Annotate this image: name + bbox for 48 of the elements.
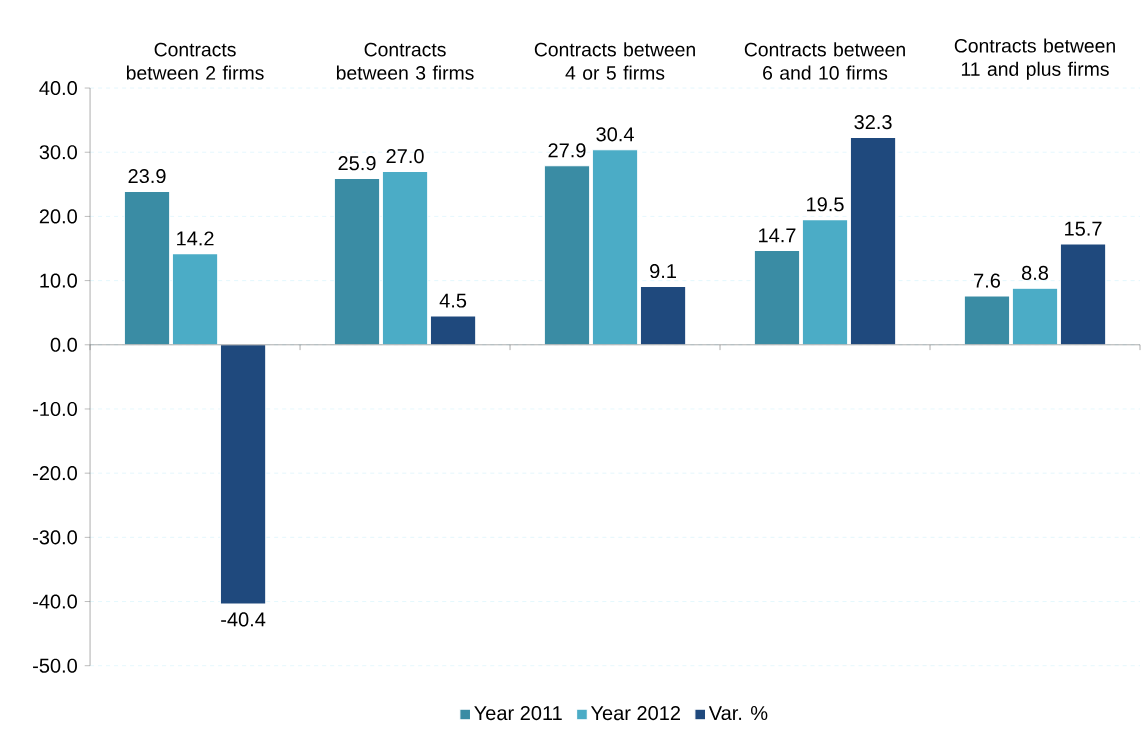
data-label: 32.3	[854, 115, 892, 130]
x-tick-label: Contracts between 2 firms	[126, 42, 264, 80]
bar	[381, 171, 429, 346]
x-tick-label: Contracts between 11 and plus firms	[954, 38, 1115, 80]
bar	[801, 219, 849, 346]
data-label: 7.6	[974, 273, 1001, 288]
legend-label: Year 2012	[590, 706, 680, 721]
bar	[591, 149, 639, 346]
y-tick-label: 40.0	[39, 81, 77, 96]
data-label: 30.4	[596, 127, 634, 142]
y-tick-label: 10.0	[40, 273, 77, 288]
bar	[123, 190, 171, 346]
x-tick-label: Contracts between 3 firms	[336, 42, 474, 80]
x-tick-label: Contracts between 6 and 10 firms	[744, 42, 905, 80]
y-tick-label: -40.0	[33, 594, 77, 609]
data-label: 9.1	[650, 264, 676, 279]
y-tick-label: 30.0	[39, 145, 77, 160]
data-label: 25.9	[338, 156, 376, 171]
y-tick-label: -30.0	[33, 530, 77, 545]
y-tick-label: -20.0	[33, 466, 77, 481]
y-tick-label: -10.0	[33, 401, 77, 417]
y-tick-label: -50.0	[33, 658, 77, 673]
bar	[219, 344, 267, 605]
data-label: -40.4	[221, 612, 266, 627]
data-label: 27.9	[548, 143, 586, 158]
data-label: 8.8	[1021, 265, 1049, 281]
data-label: 4.5	[439, 293, 467, 308]
bar	[639, 285, 687, 346]
legend-label: Var. %	[708, 706, 768, 721]
bar	[1059, 243, 1107, 346]
bar	[171, 253, 219, 346]
data-label: 23.9	[128, 169, 166, 184]
bar	[753, 250, 801, 346]
bar	[1011, 287, 1059, 346]
bar	[333, 178, 381, 346]
data-label: 27.0	[386, 149, 424, 164]
bar	[543, 165, 591, 346]
legend-label: Year 2011	[474, 706, 562, 721]
bar	[849, 137, 897, 346]
data-label: 15.7	[1065, 221, 1102, 236]
data-label: 19.5	[807, 197, 844, 212]
y-tick-label: 20.0	[39, 209, 77, 224]
x-tick-label: Contracts between 4 or 5 firms	[534, 42, 695, 80]
data-label: 14.2	[177, 231, 214, 246]
data-label: 14.7	[759, 228, 796, 243]
y-tick-label: 0.0	[50, 337, 77, 352]
bar	[429, 315, 477, 346]
bar	[963, 295, 1011, 346]
